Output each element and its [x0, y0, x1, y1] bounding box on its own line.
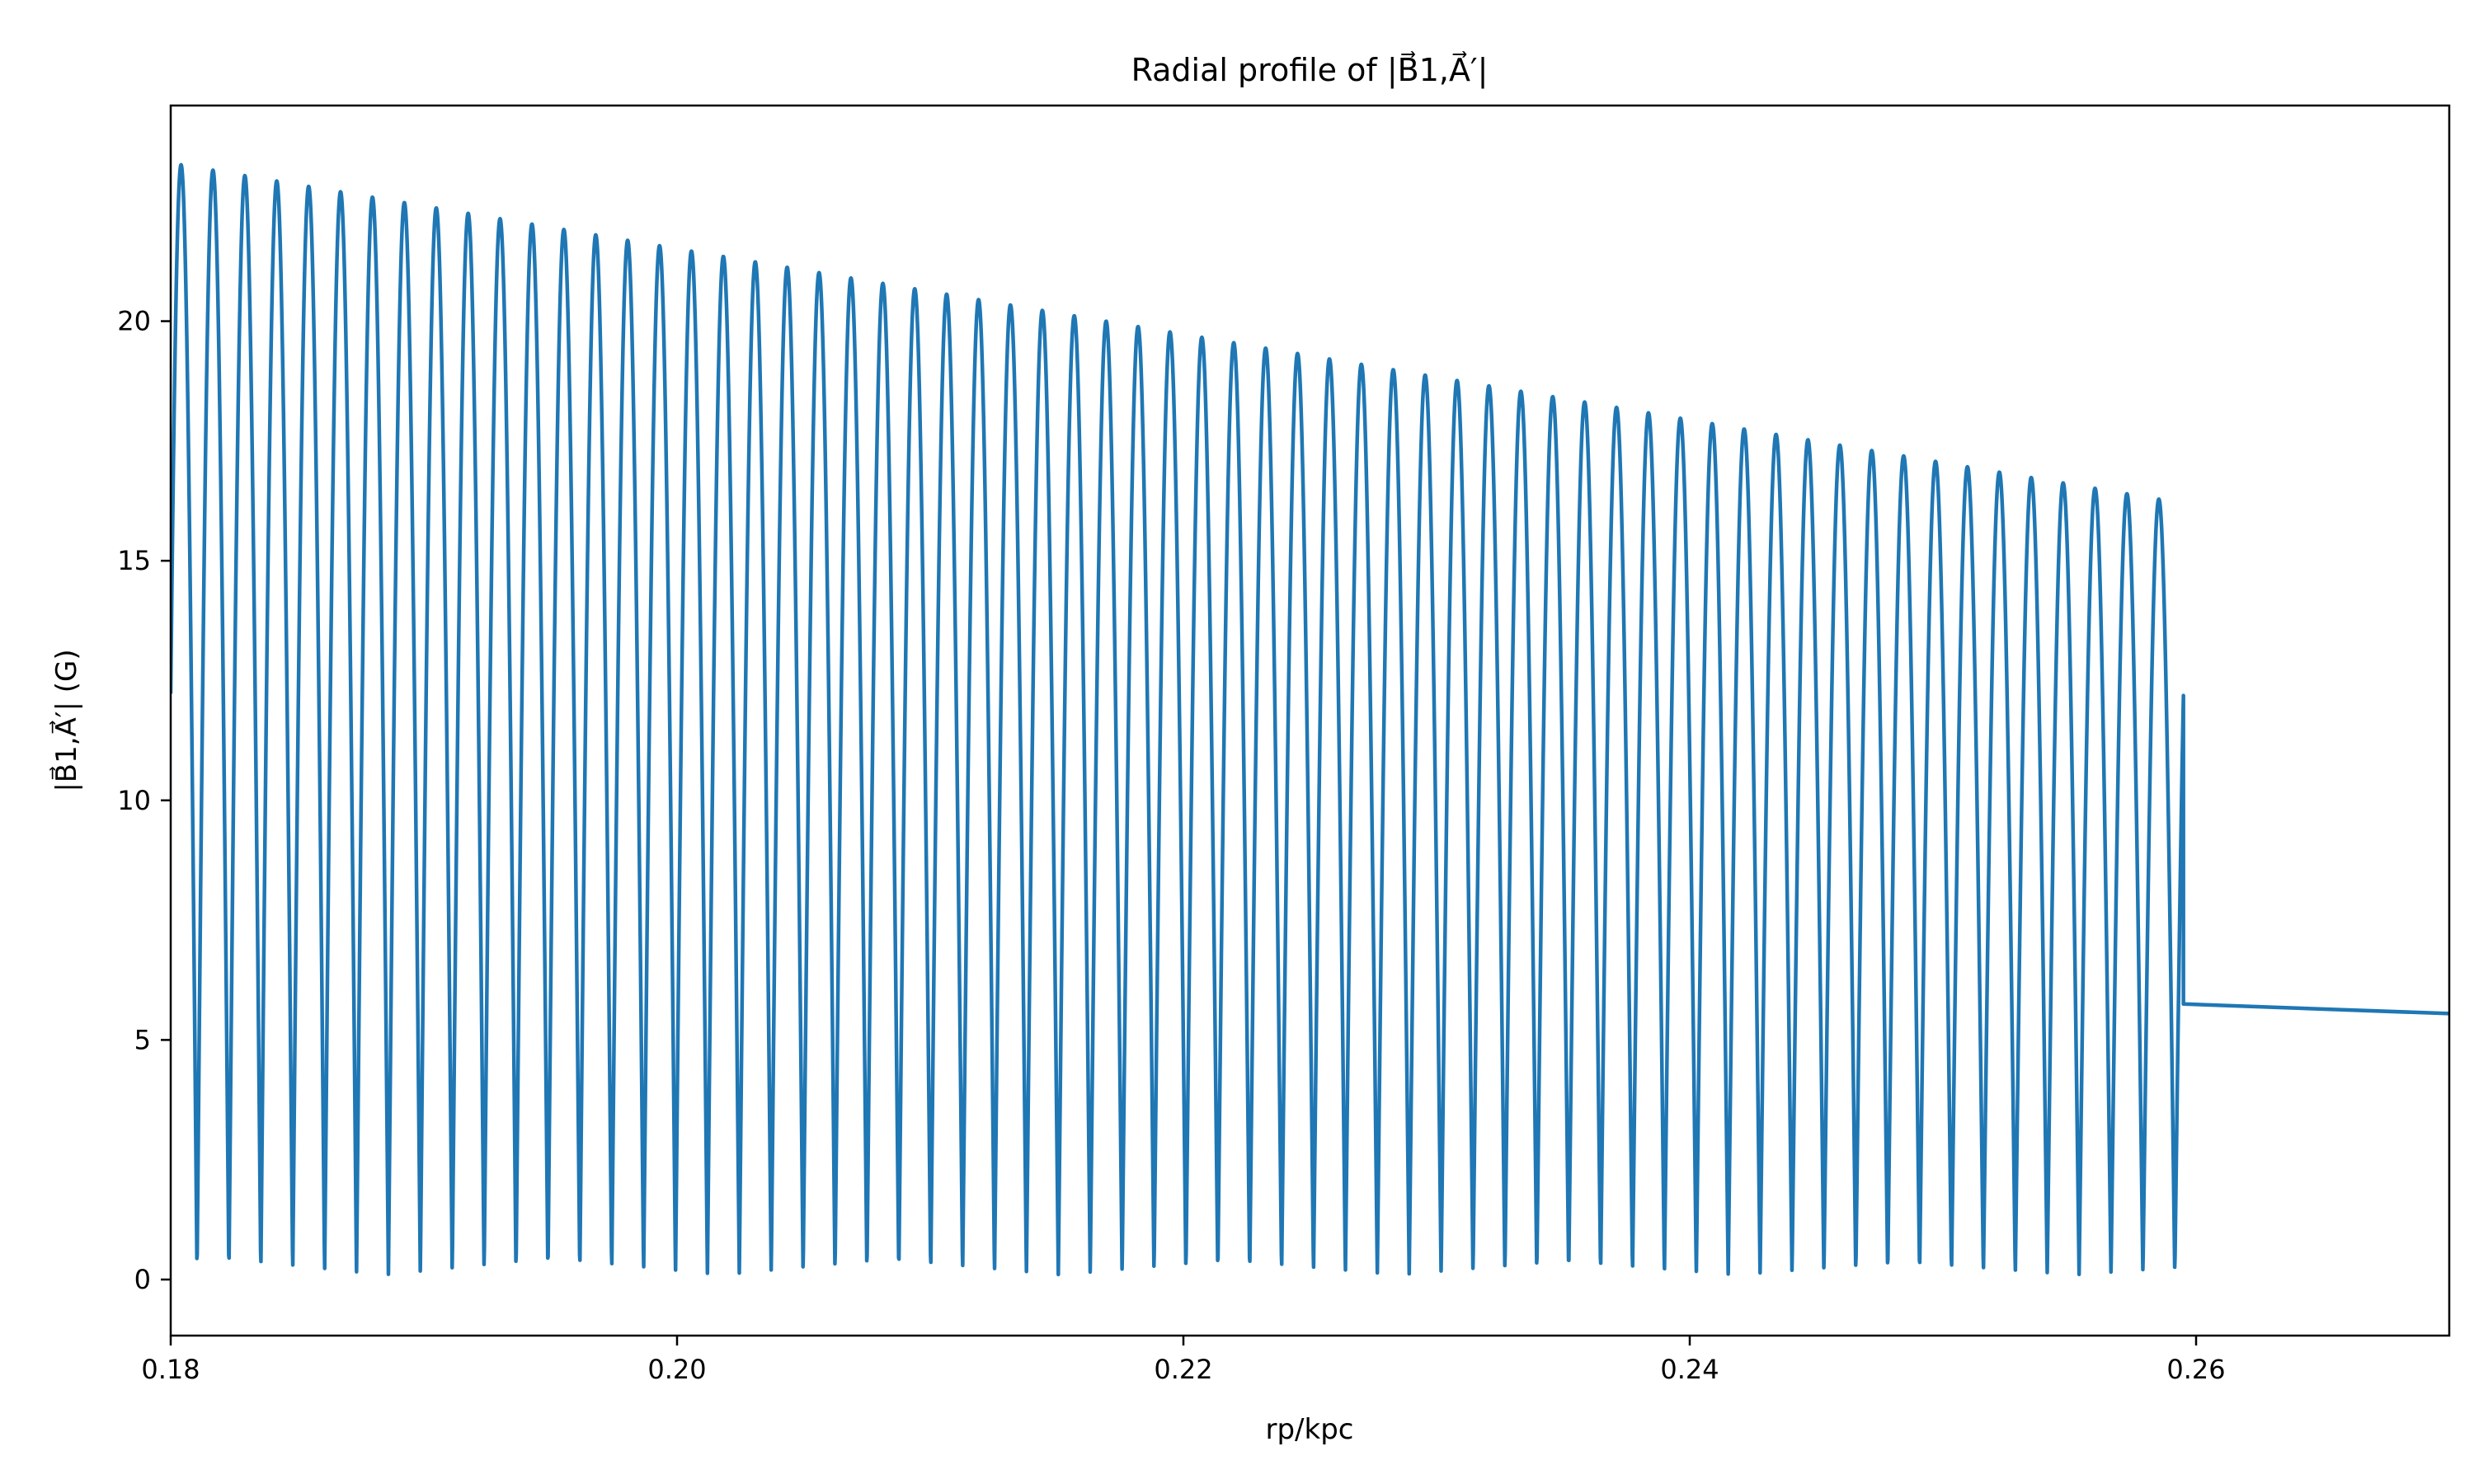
- axes-frame: [169, 104, 2451, 1337]
- y-tick-label: 15: [117, 545, 151, 576]
- x-tick-label: 0.26: [2166, 1354, 2225, 1385]
- series-line: [171, 162, 2449, 1277]
- y-axis-label: |B⃗1,A⃗′| (G): [49, 649, 83, 791]
- x-tick-label: 0.22: [1154, 1354, 1212, 1385]
- y-tick-label: 5: [134, 1024, 151, 1055]
- plot-area: [171, 162, 2449, 1277]
- x-tick-label: 0.20: [647, 1354, 706, 1385]
- chart-title: Radial profile of |B⃗1,A⃗′|: [1131, 51, 1489, 89]
- x-axis: 0.18 0.20 0.22 0.24 0.26: [141, 1336, 2226, 1385]
- y-tick-label: 10: [117, 785, 151, 816]
- x-tick-label: 0.18: [141, 1354, 200, 1385]
- y-axis: 0 5 10 15 20: [117, 306, 171, 1295]
- x-tick-label: 0.24: [1660, 1354, 1719, 1385]
- y-tick-label: 0: [134, 1264, 151, 1295]
- y-tick-label: 20: [117, 306, 151, 337]
- x-axis-label: rp/kpc: [1266, 1413, 1354, 1446]
